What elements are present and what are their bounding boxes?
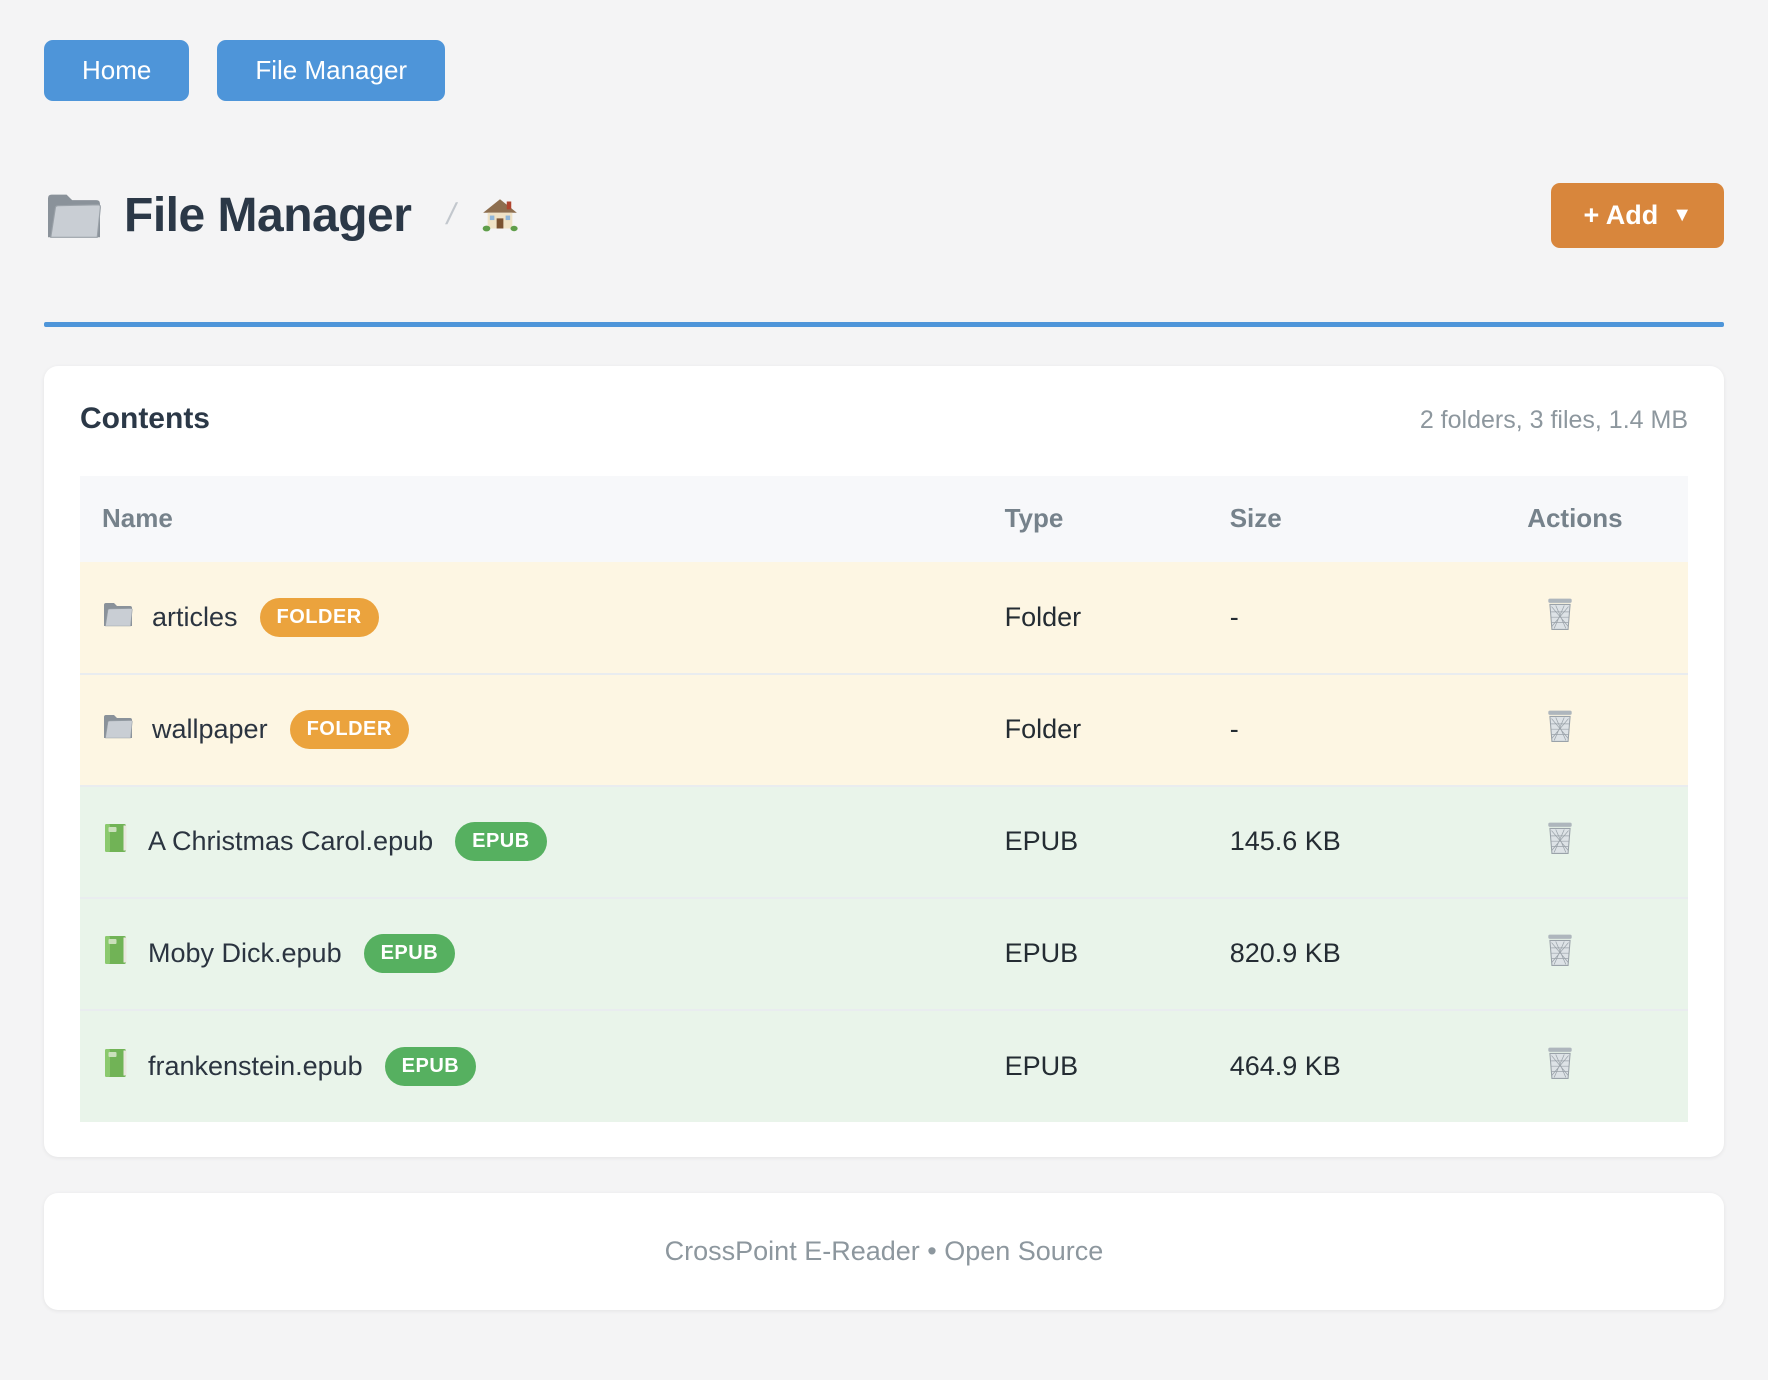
book-icon <box>102 935 130 972</box>
home-button[interactable]: Home <box>44 40 190 101</box>
book-icon <box>102 1048 130 1085</box>
book-icon <box>102 823 130 860</box>
entry-name-link[interactable]: Moby Dick.epub <box>148 938 342 969</box>
delete-button[interactable] <box>1545 597 1575 634</box>
delete-button[interactable] <box>1545 709 1575 746</box>
column-header-name: Name <box>102 503 173 534</box>
header-divider <box>44 321 1724 327</box>
folder-icon <box>102 712 134 747</box>
epub-badge: EPUB <box>363 934 456 974</box>
chevron-down-icon: ▼ <box>1672 203 1692 226</box>
entry-type: EPUB <box>1004 938 1079 969</box>
delete-button[interactable] <box>1545 1046 1575 1083</box>
page-header: File Manager / + Add ▼ <box>44 182 1724 248</box>
footer-text: CrossPoint E-Reader • Open Source <box>664 1235 1104 1266</box>
add-button-label: + Add <box>1583 199 1659 230</box>
entry-type: EPUB <box>1004 826 1079 857</box>
delete-button[interactable] <box>1545 933 1575 970</box>
epub-badge: EPUB <box>455 822 547 862</box>
files-table: Name Type Size Actions articles FOLDER F <box>80 475 1688 1122</box>
contents-summary: 2 folders, 3 files, 1.4 MB <box>1419 405 1688 434</box>
entry-size: - <box>1229 601 1239 632</box>
column-header-actions: Actions <box>1527 503 1623 534</box>
table-row[interactable]: frankenstein.epub EPUB EPUB 464.9 KB <box>80 1009 1688 1122</box>
entry-type: EPUB <box>1004 1050 1079 1081</box>
entry-name-link[interactable]: articles <box>152 601 238 632</box>
entry-type: Folder <box>1004 601 1082 632</box>
contents-title: Contents <box>80 401 210 435</box>
page-title: File Manager <box>124 188 412 242</box>
table-row[interactable]: articles FOLDER Folder - <box>80 561 1688 674</box>
delete-button[interactable] <box>1545 821 1575 858</box>
breadcrumb-separator: / <box>444 198 460 232</box>
folder-badge: FOLDER <box>259 597 379 637</box>
folder-icon <box>44 189 104 241</box>
footer: CrossPoint E-Reader • Open Source <box>44 1192 1724 1310</box>
trash-icon <box>1545 709 1575 746</box>
file-manager-button[interactable]: File Manager <box>217 40 446 101</box>
entry-size: - <box>1229 714 1239 745</box>
file-manager-page: Home File Manager File Manager / <box>44 40 1724 1310</box>
trash-icon <box>1545 933 1575 970</box>
contents-card: Contents 2 folders, 3 files, 1.4 MB Name… <box>44 365 1724 1157</box>
folder-icon <box>102 600 134 635</box>
folder-badge: FOLDER <box>289 710 409 750</box>
epub-badge: EPUB <box>384 1046 477 1086</box>
entry-size: 820.9 KB <box>1229 938 1341 969</box>
entry-name-link[interactable]: wallpaper <box>152 714 268 745</box>
top-nav: Home File Manager <box>44 40 1724 101</box>
entry-name-link[interactable]: frankenstein.epub <box>148 1050 363 1081</box>
trash-icon <box>1545 1046 1575 1083</box>
entry-name-link[interactable]: A Christmas Carol.epub <box>148 826 434 857</box>
entry-size: 464.9 KB <box>1229 1050 1341 1081</box>
trash-icon <box>1545 821 1575 858</box>
trash-icon <box>1545 597 1575 634</box>
column-header-type: Type <box>1004 503 1064 534</box>
add-button[interactable]: + Add ▼ <box>1551 182 1724 248</box>
table-row[interactable]: wallpaper FOLDER Folder - <box>80 673 1688 786</box>
entry-type: Folder <box>1004 714 1082 745</box>
table-row[interactable]: A Christmas Carol.epub EPUB EPUB 145.6 K… <box>80 785 1688 898</box>
column-header-size: Size <box>1229 503 1282 534</box>
entry-size: 145.6 KB <box>1229 826 1341 857</box>
table-row[interactable]: Moby Dick.epub EPUB EPUB 820.9 KB <box>80 897 1688 1010</box>
table-header-row: Name Type Size Actions <box>80 475 1688 562</box>
house-icon[interactable] <box>482 197 518 233</box>
